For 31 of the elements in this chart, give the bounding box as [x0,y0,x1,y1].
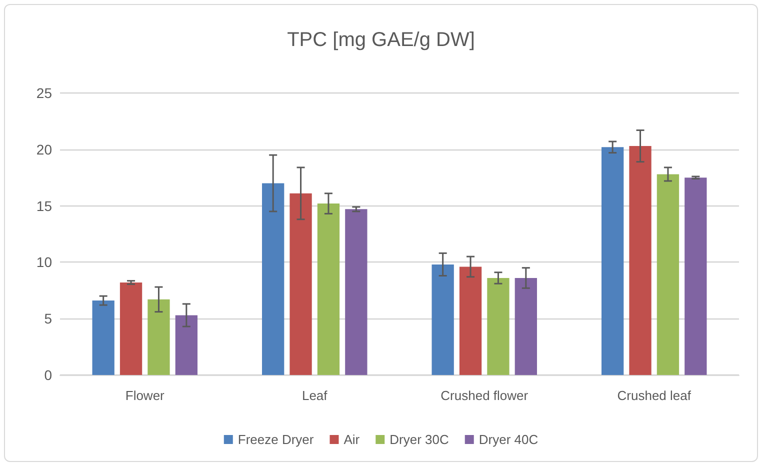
y-tick-label: 0 [44,367,52,383]
x-tick-label: Flower [125,388,166,403]
bar [629,146,652,375]
x-tick-label: Crushed leaf [617,388,692,403]
bar [148,299,170,375]
bar [175,315,198,375]
bar [602,147,624,375]
y-tick-label: 5 [44,310,52,327]
bar [656,174,680,375]
bar [262,183,284,375]
y-tick-label: 25 [36,85,52,101]
bar [345,209,368,375]
x-tick-label: Leaf [302,388,328,403]
bar [684,178,707,375]
bar [432,264,454,375]
bar [92,300,114,375]
bar [317,204,340,375]
y-tick-label: 15 [36,198,52,214]
legend-label: Dryer 30C [390,432,449,447]
bar [514,278,537,375]
legend-label: Freeze Dryer [238,432,314,447]
bar [459,266,482,375]
bar [487,278,510,375]
x-tick-label: Crushed flower [440,388,529,403]
y-tick-label: 20 [36,141,52,158]
bar [120,282,142,375]
chart-title: TPC [mg GAE/g DW] [287,29,475,51]
legend-label: Dryer 40C [478,432,538,447]
y-tick-label: 10 [36,254,52,270]
bar [290,193,312,375]
legend-label: Air [344,432,360,447]
